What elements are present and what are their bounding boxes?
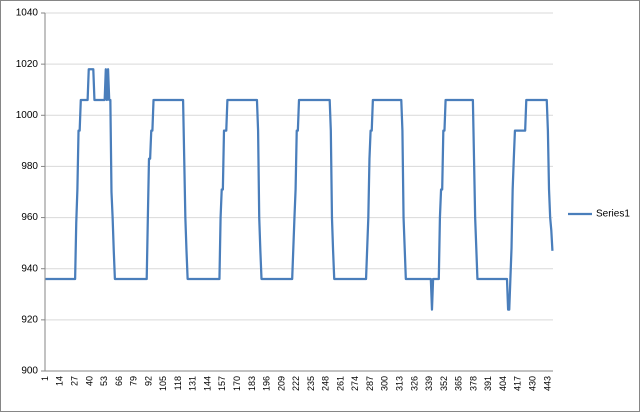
x-tick-label: 131 — [188, 376, 198, 391]
x-tick-label: 287 — [365, 376, 375, 391]
y-tick-label: 980 — [21, 161, 38, 172]
x-tick-label: 313 — [395, 376, 405, 391]
x-tick-label: 300 — [380, 376, 390, 391]
x-tick-label: 222 — [291, 376, 301, 391]
x-tick-label: 248 — [321, 376, 331, 391]
x-tick-label: 79 — [129, 376, 139, 386]
y-tick-label: 960 — [21, 212, 38, 223]
x-tick-label: 14 — [55, 376, 65, 386]
x-tick-label: 365 — [454, 376, 464, 391]
x-tick-label: 378 — [468, 376, 478, 391]
y-tick-label: 920 — [21, 314, 38, 325]
x-tick-label: 261 — [335, 376, 345, 391]
x-tick-label: 391 — [483, 376, 493, 391]
x-tick-label: 209 — [276, 376, 286, 391]
x-tick-label: 105 — [158, 376, 168, 391]
x-tick-label: 170 — [232, 376, 242, 391]
x-tick-label: 404 — [498, 376, 508, 391]
x-tick-label: 40 — [84, 376, 94, 386]
x-tick-label: 1 — [40, 376, 50, 381]
x-tick-label: 53 — [99, 376, 109, 386]
x-tick-label: 339 — [424, 376, 434, 391]
x-tick-label: 430 — [527, 376, 537, 391]
y-tick-label: 940 — [21, 263, 38, 274]
y-tick-label: 1000 — [16, 110, 39, 121]
y-tick-label: 1020 — [16, 59, 39, 70]
x-tick-label: 118 — [173, 376, 183, 390]
x-tick-label: 417 — [513, 376, 523, 391]
x-tick-label: 326 — [409, 376, 419, 391]
x-tick-label: 92 — [143, 376, 153, 386]
x-tick-label: 443 — [542, 376, 552, 391]
y-tick-label: 1040 — [16, 8, 39, 19]
x-tick-label: 235 — [306, 376, 316, 391]
y-tick-label: 900 — [21, 366, 38, 377]
x-tick-label: 352 — [439, 376, 449, 391]
legend-label: Series1 — [596, 209, 630, 220]
series-line — [45, 68, 554, 311]
x-tick-label: 196 — [262, 376, 272, 391]
x-tick-label: 27 — [69, 376, 79, 386]
x-tick-label: 157 — [217, 376, 227, 391]
x-tick-label: 66 — [114, 376, 124, 386]
x-tick-label: 274 — [350, 376, 360, 391]
x-tick-label: 183 — [247, 376, 257, 391]
x-tick-label: 144 — [202, 376, 212, 391]
